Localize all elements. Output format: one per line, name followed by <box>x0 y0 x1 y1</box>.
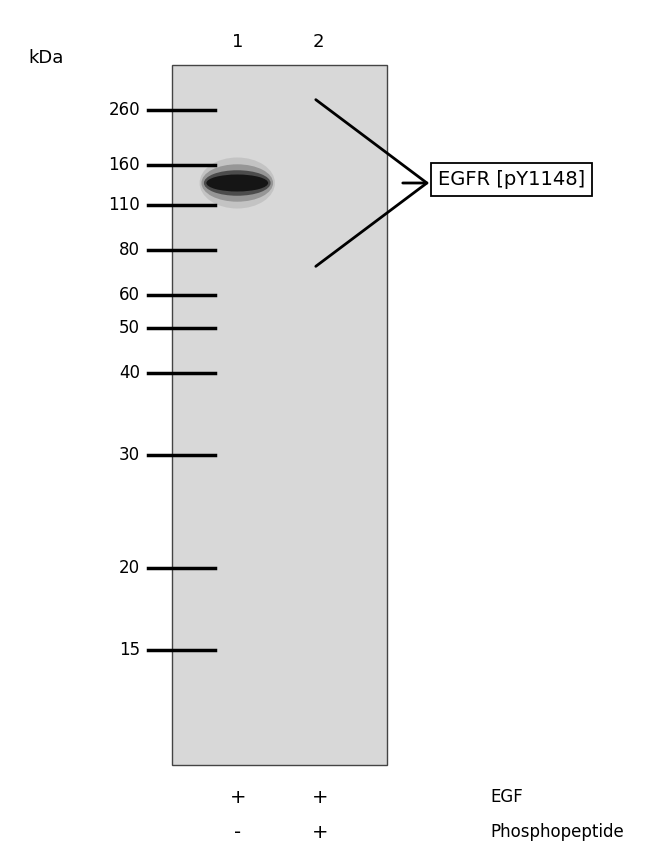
Text: 15: 15 <box>119 641 140 659</box>
Text: kDa: kDa <box>28 49 64 67</box>
Text: 2: 2 <box>313 33 324 51</box>
Text: +: + <box>229 787 246 806</box>
Text: 20: 20 <box>119 559 140 577</box>
Text: EGFR [pY1148]: EGFR [pY1148] <box>438 170 585 189</box>
Text: -: - <box>235 823 242 841</box>
Text: +: + <box>312 787 328 806</box>
Ellipse shape <box>202 164 273 202</box>
Text: 60: 60 <box>119 286 140 304</box>
Ellipse shape <box>200 157 275 209</box>
Text: 1: 1 <box>231 33 243 51</box>
Text: +: + <box>312 823 328 841</box>
Text: Phosphopeptide: Phosphopeptide <box>490 823 624 841</box>
Text: 30: 30 <box>119 446 140 464</box>
Ellipse shape <box>204 170 270 196</box>
Text: 40: 40 <box>119 364 140 382</box>
Text: EGF: EGF <box>490 788 523 806</box>
Bar <box>172 65 387 765</box>
Text: 160: 160 <box>109 156 140 174</box>
Text: 50: 50 <box>119 319 140 337</box>
Text: 260: 260 <box>109 101 140 119</box>
Text: 80: 80 <box>119 241 140 259</box>
Ellipse shape <box>207 174 268 192</box>
Text: 110: 110 <box>109 196 140 214</box>
